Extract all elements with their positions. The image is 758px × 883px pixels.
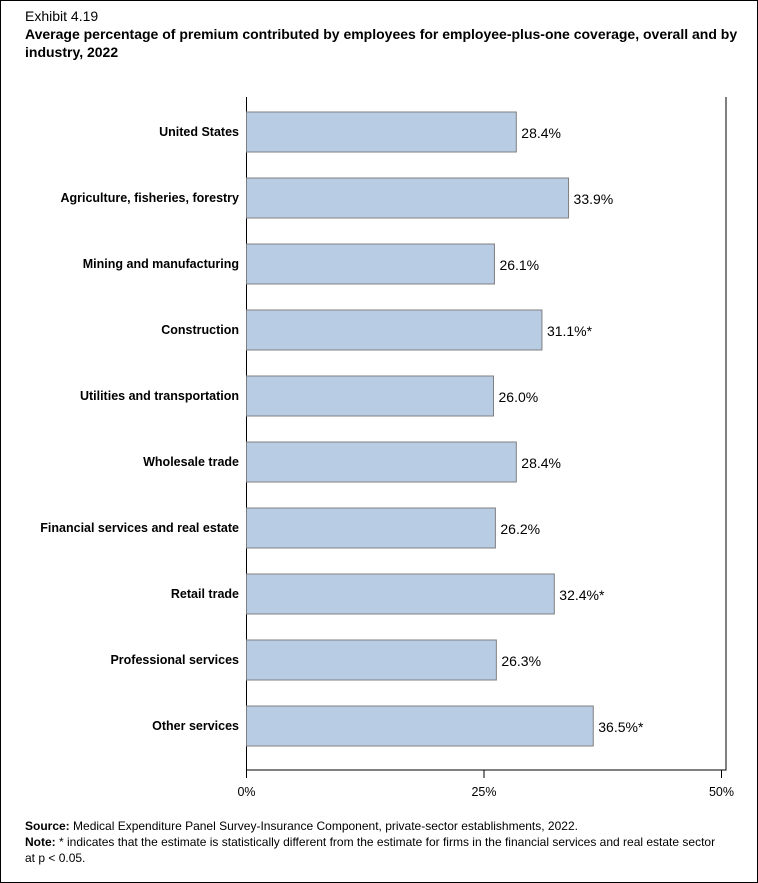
note-label: Note: bbox=[25, 835, 56, 849]
data-label: 32.4%* bbox=[559, 587, 605, 603]
bar bbox=[246, 639, 497, 681]
data-label: 36.5%* bbox=[598, 719, 644, 735]
source-note: Source: Medical Expenditure Panel Survey… bbox=[25, 818, 725, 834]
x-tick-label: 50% bbox=[709, 785, 734, 799]
data-label: 26.3% bbox=[501, 653, 541, 669]
category-label: Wholesale trade bbox=[143, 455, 239, 469]
data-label: 26.0% bbox=[499, 389, 539, 405]
category-label: Construction bbox=[161, 323, 239, 337]
chart-title: Average percentage of premium contribute… bbox=[25, 26, 738, 60]
category-label: Professional services bbox=[110, 653, 239, 667]
bar bbox=[246, 441, 517, 483]
category-label: Other services bbox=[152, 719, 239, 733]
x-tick-label: 25% bbox=[471, 785, 496, 799]
bar bbox=[246, 243, 495, 285]
bar bbox=[246, 177, 570, 219]
category-label: Agriculture, fisheries, forestry bbox=[60, 191, 239, 205]
bar bbox=[246, 705, 594, 747]
data-label: 28.4% bbox=[521, 125, 561, 141]
category-label: Mining and manufacturing bbox=[83, 257, 239, 271]
source-label: Source: bbox=[25, 819, 70, 833]
exhibit-number: Exhibit 4.19 bbox=[25, 8, 99, 24]
bar bbox=[246, 309, 543, 351]
data-label: 26.1% bbox=[499, 257, 539, 273]
note-text: * indicates that the estimate is statist… bbox=[25, 835, 716, 865]
category-label: Utilities and transportation bbox=[80, 389, 239, 403]
plot-frame bbox=[246, 97, 727, 771]
bar bbox=[246, 507, 496, 549]
source-text: Medical Expenditure Panel Survey-Insuran… bbox=[69, 819, 578, 833]
x-tick-label: 0% bbox=[237, 785, 255, 799]
bar bbox=[246, 573, 555, 615]
bar bbox=[246, 375, 494, 417]
note: Note: * indicates that the estimate is s… bbox=[25, 834, 725, 866]
data-label: 31.1%* bbox=[547, 323, 593, 339]
data-label: 33.9% bbox=[574, 191, 614, 207]
bar bbox=[246, 111, 517, 153]
data-label: 28.4% bbox=[521, 455, 561, 471]
data-label: 26.2% bbox=[500, 521, 540, 537]
category-label: United States bbox=[159, 125, 239, 139]
category-label: Retail trade bbox=[171, 587, 239, 601]
category-label: Financial services and real estate bbox=[40, 521, 239, 535]
